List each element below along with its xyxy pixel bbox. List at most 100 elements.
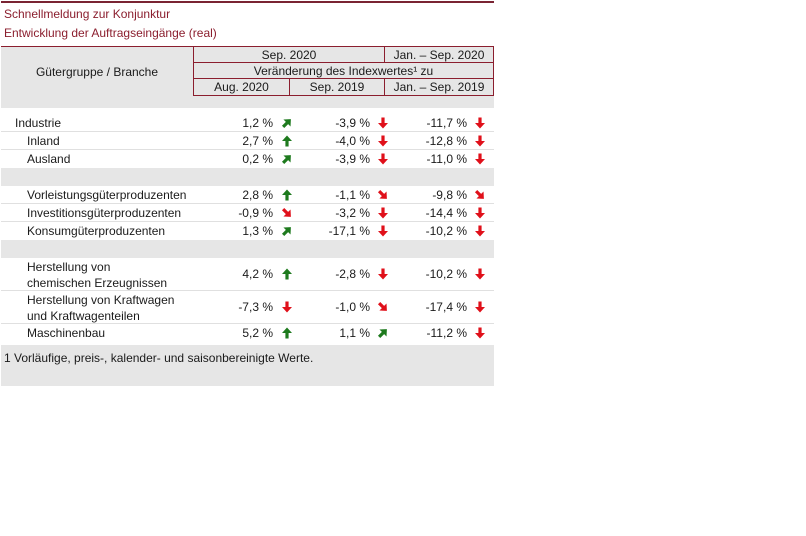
arrow-up-right-icon (281, 153, 293, 165)
value-cell-2: 1,1 % (339, 326, 370, 340)
report-table: Schnellmeldung zur Konjunktur Entwicklun… (1, 1, 494, 386)
arrow-down-right-icon (281, 207, 293, 219)
header-col-sep2019: Sep. 2019 (289, 78, 385, 96)
row-label-line: chemischen Erzeugnissen (27, 276, 168, 290)
row-divider (1, 149, 494, 150)
row-divider (1, 290, 494, 291)
row-label-line: Vorleistungsgüterproduzenten (27, 188, 187, 202)
value-cell-1: 2,7 % (242, 134, 273, 148)
arrow-down-icon (474, 153, 486, 165)
table-row: Herstellung von chemischen Erzeugnissen 4,… (1, 258, 494, 291)
table-row: Maschinenbau 5,2 % 1,1 % -11,2 % (1, 324, 494, 342)
arrow-up-icon (281, 268, 293, 280)
row-label-line: Konsumgüterproduzenten (27, 224, 166, 238)
group-gap (1, 240, 494, 258)
value-cell-2: -2,8 % (335, 267, 370, 281)
row-label: Herstellung von chemischen Erzeugnissen (27, 259, 167, 291)
row-label: Maschinenbau (27, 324, 105, 342)
row-label-line: und Kraftwagenteilen (27, 309, 140, 323)
arrow-up-icon (281, 189, 293, 201)
table-row: Ausland 0,2 % -3,9 % -11,0 % (1, 150, 494, 168)
table-row: Inland 2,7 % -4,0 % -12,8 % (1, 132, 494, 150)
body-bottom-gap (1, 342, 494, 345)
row-label: Industrie (15, 114, 61, 132)
row-label-line: Ausland (27, 152, 71, 166)
table-row: Industrie 1,2 % -3,9 % -11,7 % (1, 114, 494, 132)
value-cell-3: -9,8 % (432, 188, 467, 202)
row-divider (1, 323, 494, 324)
row-divider (1, 203, 494, 204)
value-cell-2: -1,0 % (335, 300, 370, 314)
arrow-down-icon (377, 153, 389, 165)
row-label-line: Inland (27, 134, 60, 148)
arrow-down-icon (474, 301, 486, 313)
row-label-line: Investitionsgüterproduzenten (27, 206, 182, 220)
value-cell-1: 2,8 % (242, 188, 273, 202)
header-period-jansep2020: Jan. – Sep. 2020 (384, 46, 494, 63)
report-title: Schnellmeldung zur Konjunktur (4, 7, 171, 21)
arrow-up-right-icon (281, 225, 293, 237)
arrow-down-icon (474, 135, 486, 147)
header-group-label: Gütergruppe / Branche (1, 46, 193, 96)
row-label-line: Herstellung von (27, 260, 111, 274)
table-row: Herstellung von Kraftwagen und Kraftwagen… (1, 291, 494, 324)
value-cell-3: -11,7 % (426, 116, 467, 130)
arrow-down-icon (377, 117, 389, 129)
value-cell-2: -3,9 % (335, 116, 370, 130)
row-label: Vorleistungsgüterproduzenten (27, 186, 186, 204)
value-cell-3: -17,4 % (425, 300, 467, 314)
arrow-down-icon (377, 207, 389, 219)
row-label-line: Industrie (15, 116, 62, 130)
arrow-up-right-icon (281, 117, 293, 129)
header-col-aug2020: Aug. 2020 (193, 78, 290, 96)
value-cell-1: 5,2 % (242, 326, 273, 340)
value-cell-1: 4,2 % (242, 267, 273, 281)
header-col-jansep2019: Jan. – Sep. 2019 (384, 78, 494, 96)
table-row: Konsumgüterproduzenten 1,3 % -17,1 % -10,2 … (1, 222, 494, 240)
arrow-down-right-icon (377, 189, 389, 201)
arrow-up-icon (281, 327, 293, 339)
value-cell-2: -3,9 % (335, 152, 370, 166)
table-body: Industrie 1,2 % -3,9 % -11,7 % Inland 2,7 % -4… (1, 108, 494, 345)
value-cell-1: -7,3 % (238, 300, 273, 314)
arrow-down-right-icon (377, 301, 389, 313)
arrow-down-icon (474, 207, 486, 219)
table-header: Gütergruppe / Branche Sep. 2020 Jan. – S… (1, 46, 494, 96)
row-label: Investitionsgüterproduzenten (27, 204, 181, 222)
report-subtitle: Entwicklung der Auftragseingänge (real) (4, 26, 217, 40)
value-cell-2: -17,1 % (328, 224, 370, 238)
footnote: 1 Vorläufige, preis-, kalender- und sais… (1, 345, 494, 386)
header-spacer (1, 96, 494, 108)
arrow-down-icon (474, 327, 486, 339)
value-cell-1: 1,2 % (242, 116, 273, 130)
row-divider (1, 131, 494, 132)
header-period-sep2020: Sep. 2020 (193, 46, 385, 63)
value-cell-2: -4,0 % (335, 134, 370, 148)
arrow-down-icon (474, 225, 486, 237)
arrow-down-icon (377, 135, 389, 147)
value-cell-3: -12,8 % (425, 134, 467, 148)
row-divider (1, 221, 494, 222)
value-cell-2: -1,1 % (335, 188, 370, 202)
group-gap (1, 168, 494, 186)
arrow-down-icon (474, 268, 486, 280)
row-label: Herstellung von Kraftwagen und Kraftwagen… (27, 292, 174, 324)
header-change-label: Veränderung des Indexwertes¹ zu (193, 62, 494, 79)
row-label-line: Maschinenbau (27, 326, 106, 340)
row-label: Konsumgüterproduzenten (27, 222, 165, 240)
arrow-up-right-icon (377, 327, 389, 339)
value-cell-3: -11,2 % (426, 326, 467, 340)
body-top-gap (1, 108, 494, 114)
arrow-down-icon (474, 117, 486, 129)
row-label-line: Herstellung von Kraftwagen (27, 293, 175, 307)
table-row: Investitionsgüterproduzenten -0,9 % -3,2 %… (1, 204, 494, 222)
value-cell-1: 1,3 % (242, 224, 273, 238)
value-cell-3: -10,2 % (425, 224, 467, 238)
arrow-down-icon (377, 268, 389, 280)
value-cell-3: -14,4 % (425, 206, 467, 220)
row-label: Ausland (27, 150, 70, 168)
row-label: Inland (27, 132, 60, 150)
value-cell-1: 0,2 % (242, 152, 273, 166)
arrow-down-icon (281, 301, 293, 313)
top-rule (1, 1, 494, 3)
